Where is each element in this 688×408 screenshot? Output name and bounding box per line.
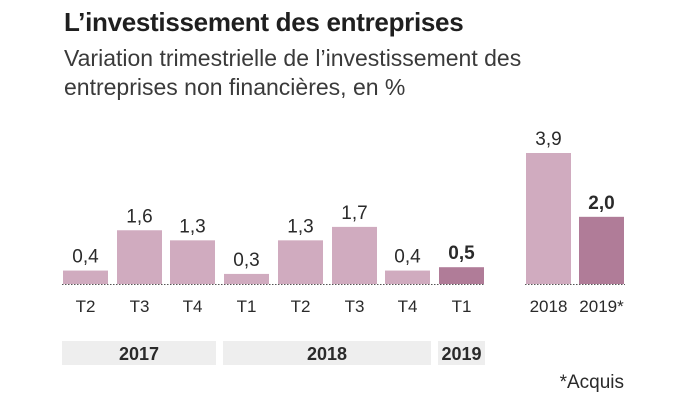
bar <box>385 270 430 284</box>
data-label: 1,3 <box>179 216 205 237</box>
tick-label: 2019* <box>579 297 624 316</box>
chart-subtitle: Variation trimestrielle de l’investissem… <box>64 45 522 100</box>
bar <box>439 267 484 284</box>
tick-label: T3 <box>130 297 150 316</box>
tick-label: T4 <box>183 297 203 316</box>
tick-label: T1 <box>237 297 257 316</box>
year-band <box>62 341 216 365</box>
data-label: 1,7 <box>341 203 367 224</box>
bar <box>63 270 108 284</box>
data-label: 0,4 <box>394 247 421 268</box>
year-band <box>223 341 431 365</box>
data-label: 0,4 <box>72 247 99 268</box>
tick-label: T2 <box>76 297 96 316</box>
data-label: 3,9 <box>535 129 561 150</box>
bar <box>117 230 162 284</box>
bar <box>278 240 323 284</box>
year-band <box>438 341 485 365</box>
bar <box>526 153 571 284</box>
data-label: 2,0 <box>588 193 614 214</box>
tick-label: T3 <box>345 297 365 316</box>
data-label: 1,6 <box>126 206 152 227</box>
tick-label: T1 <box>452 297 472 316</box>
tick-label: T4 <box>398 297 418 316</box>
bar <box>332 226 377 284</box>
data-label: 0,3 <box>233 250 259 271</box>
bar <box>224 273 269 284</box>
data-label: 0,5 <box>448 243 475 264</box>
year-label: 2017 <box>119 344 159 364</box>
year-label: 2019 <box>441 344 481 364</box>
footnote: *Acquis <box>559 372 624 393</box>
tick-label: 2018 <box>530 297 568 316</box>
bar <box>579 216 624 284</box>
chart-title: L’investissement des entreprises <box>64 7 464 37</box>
year-label: 2018 <box>307 344 347 364</box>
data-label: 1,3 <box>287 216 313 237</box>
bar <box>170 240 215 284</box>
tick-label: T2 <box>291 297 311 316</box>
